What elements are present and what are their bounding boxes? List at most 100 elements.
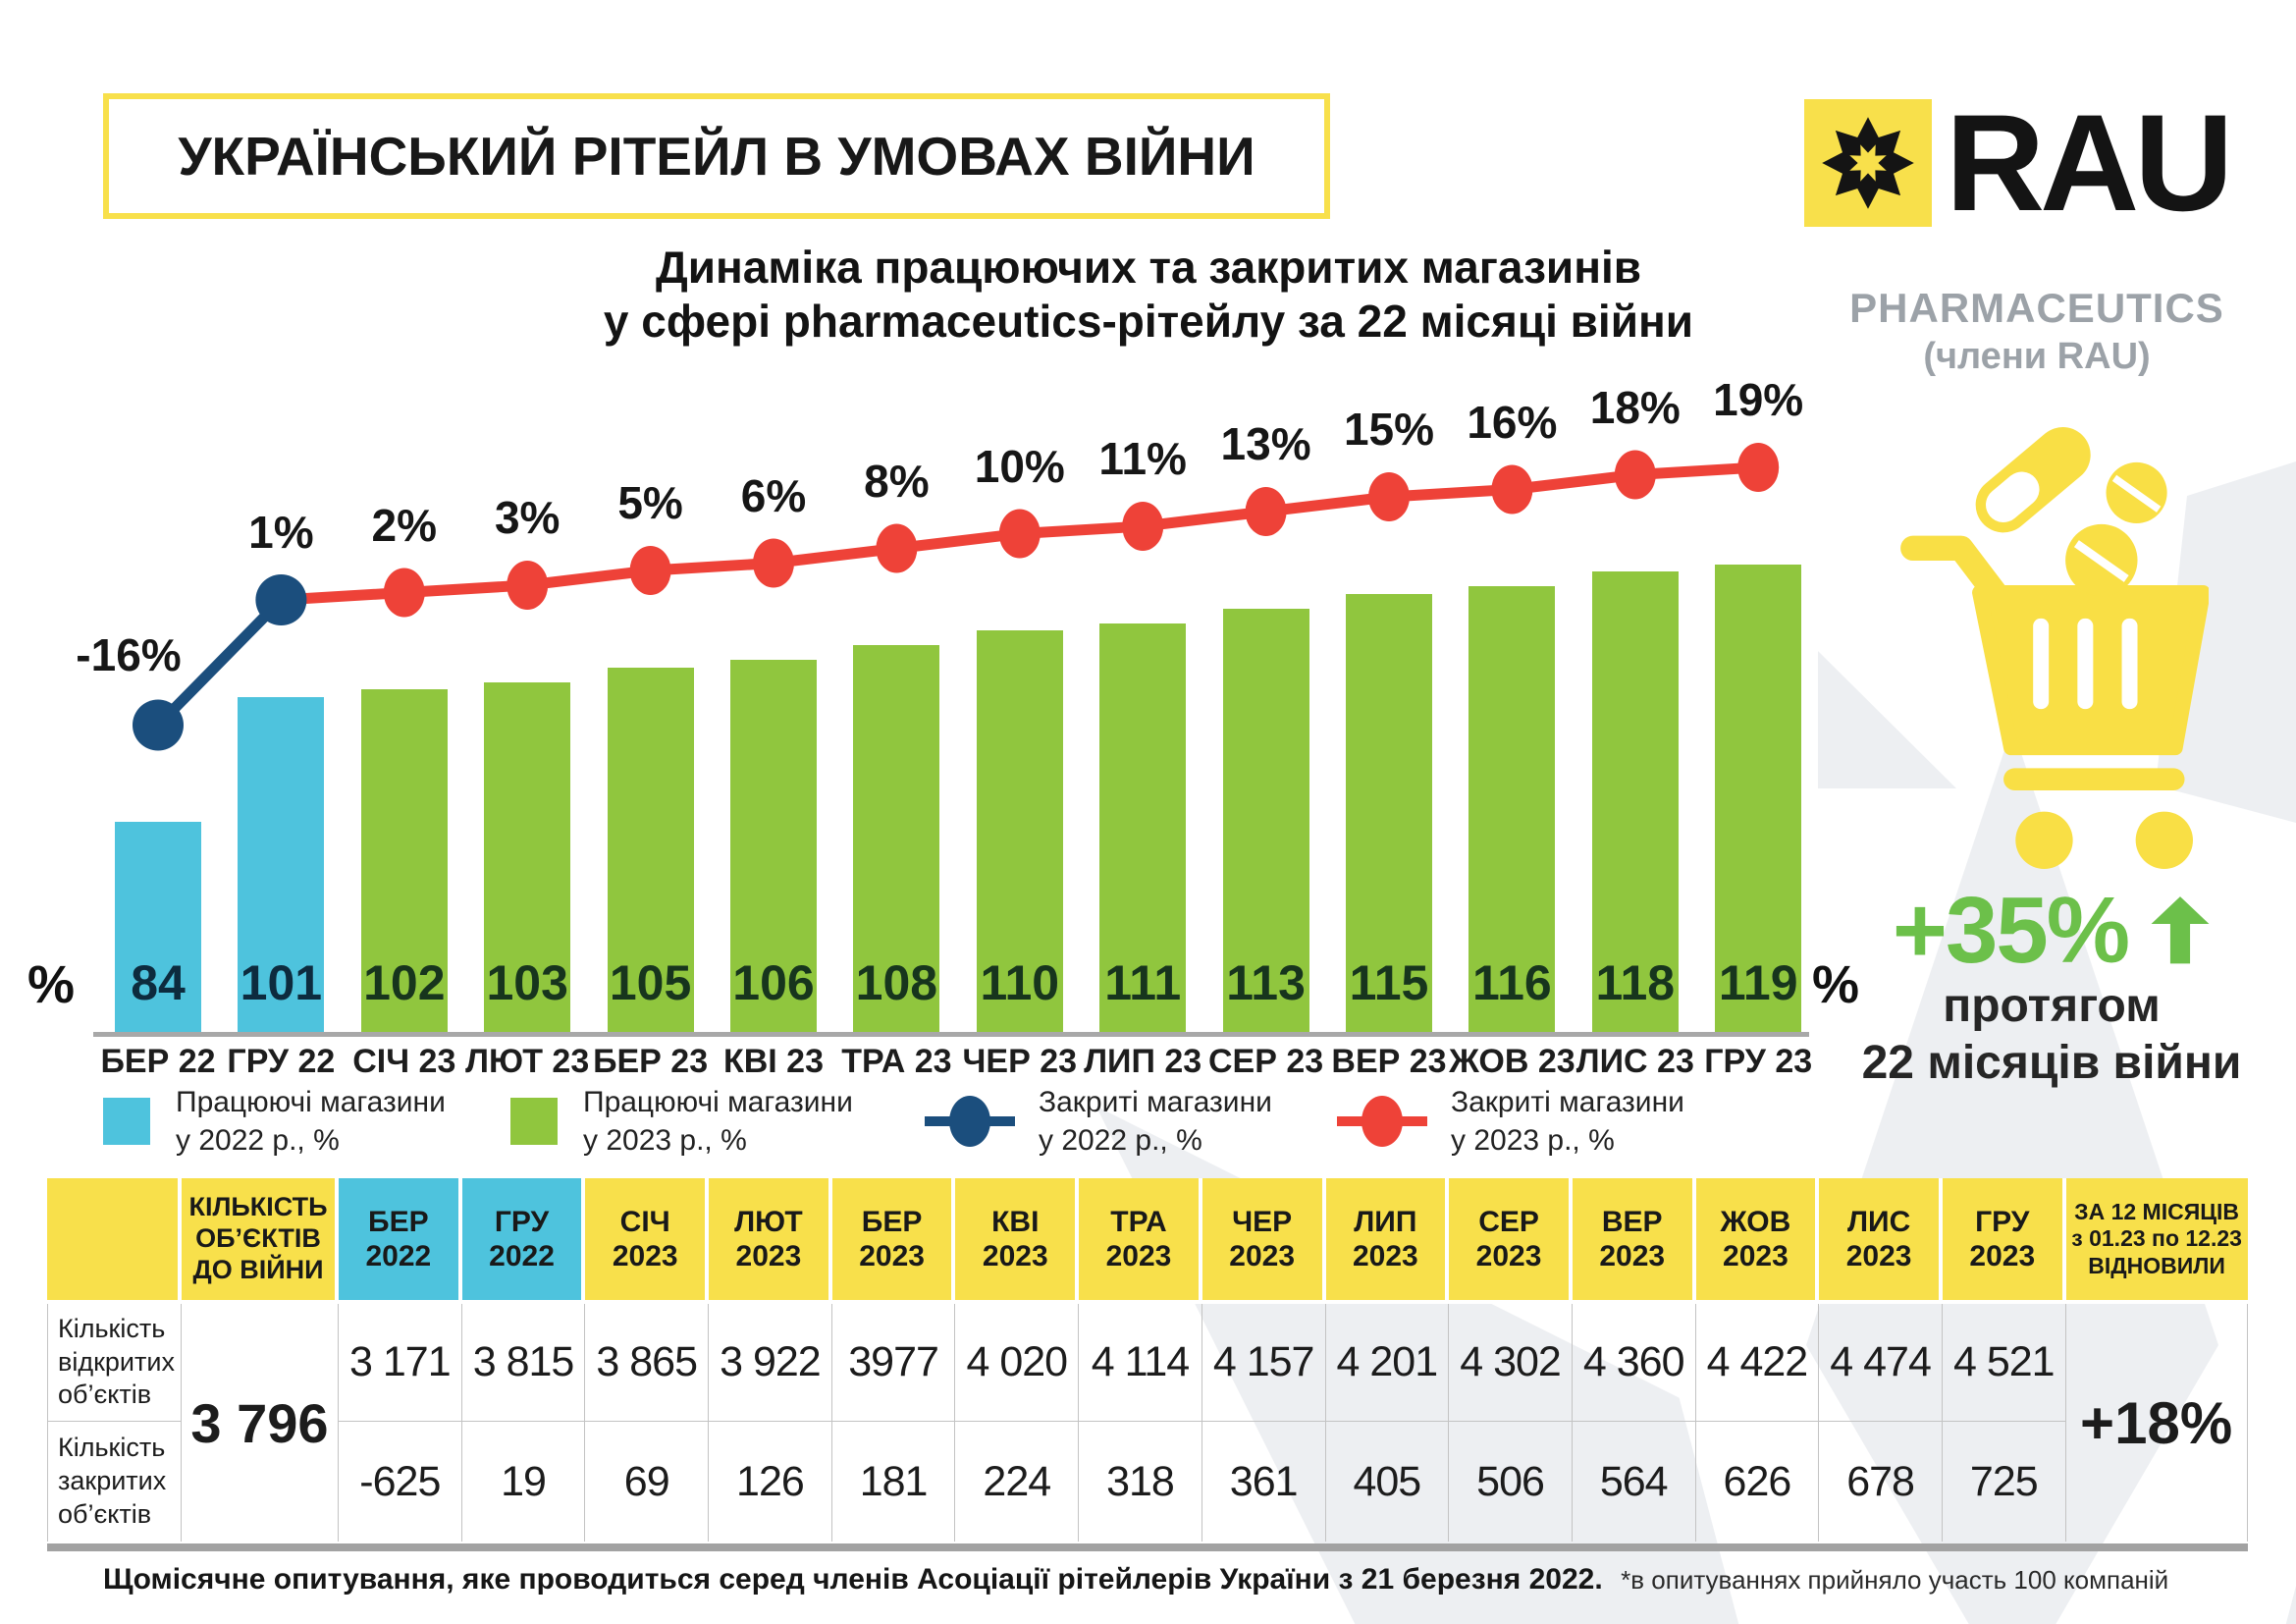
sector-line2: (члени RAU) (1923, 336, 2151, 377)
line-point (1737, 443, 1780, 492)
star-petal (1855, 173, 1881, 209)
recovered-header-cell: ЗА 12 МІСЯЦІВ з 01.23 по 12.23 ВІДНОВИЛИ (2065, 1178, 2248, 1304)
legend-label: Працюючі магазини у 2022 р., % (176, 1086, 446, 1157)
month-header-cell: ГРУ 2023 (1942, 1178, 2066, 1304)
bar-СЕР 23 (1222, 608, 1309, 1035)
line-point-label: 15% (1343, 404, 1435, 455)
line-point-label: 18% (1589, 381, 1681, 433)
x-axis-label: ЛИС 23 (1575, 1043, 1694, 1080)
line-point (255, 574, 307, 625)
x-axis-label: ЛИП 23 (1084, 1043, 1202, 1080)
growth-highlight: +35% (1826, 877, 2277, 985)
bar-value-label: 115 (1349, 955, 1429, 1010)
closed-value-cell: -625 (339, 1422, 462, 1542)
closed-value-cell: 181 (832, 1422, 956, 1542)
legend-label: Працюючі магазини у 2023 р., % (583, 1086, 853, 1157)
line-point-label: 19% (1713, 374, 1804, 425)
bar-ЖОВ 23 (1468, 586, 1556, 1035)
rau-logo: RAU (1804, 85, 2233, 240)
open-value-cell: 4 521 (1942, 1304, 2066, 1422)
x-axis-label: ВЕР 23 (1331, 1043, 1447, 1080)
bar-ТРА 23 (853, 645, 940, 1035)
bar-ЛИП 23 (1099, 623, 1187, 1035)
legend-line-marker-icon (1337, 1096, 1427, 1147)
prewar-value-cell: 3 796 (182, 1304, 339, 1542)
legend-item: Закриті магазини у 2023 р., % (1335, 1083, 1684, 1160)
footnote-main: Щомісячне опитування, яке проводиться се… (103, 1563, 1603, 1596)
bar-value-label: 102 (363, 955, 446, 1010)
open-value-cell: 4 157 (1201, 1304, 1326, 1422)
chart-legend: Працюючі магазини у 2022 р., % Працюючі ма… (0, 1083, 2296, 1162)
x-axis-label: СІЧ 23 (352, 1043, 456, 1080)
closed-value-cell: 69 (585, 1422, 710, 1542)
sector-line1: PHARMACEUTICS (1849, 285, 2224, 331)
bar-ЛИС 23 (1591, 571, 1679, 1035)
bar-value-label: 101 (240, 955, 323, 1010)
page-title: УКРАЇНСЬКИЙ РІТЕЙЛ В УМОВАХ ВІЙНИ (178, 126, 1255, 187)
star-petal (1878, 150, 1914, 176)
open-value-cell: 3 171 (339, 1304, 462, 1422)
bar-value-label: 113 (1226, 955, 1306, 1010)
legend-item: Закриті магазини у 2022 р., % (923, 1083, 1272, 1160)
star-petal (1822, 150, 1858, 176)
month-header-cell: БЕР 2022 (339, 1178, 462, 1304)
footnote: Щомісячне опитування, яке проводиться се… (103, 1563, 2263, 1597)
month-header-cell: ЛЮТ 2023 (709, 1178, 832, 1304)
line-point-label: -16% (76, 628, 182, 680)
star-petal (1835, 130, 1861, 156)
bar-ГРУ 23 (1715, 564, 1802, 1035)
bar-ГРУ 22 (238, 696, 325, 1035)
legend-label: Закриті магазини у 2023 р., % (1451, 1086, 1684, 1157)
bar-value-label: 105 (609, 955, 692, 1010)
table-corner-cell (47, 1178, 182, 1304)
bar-value-label: 111 (1104, 955, 1182, 1010)
legend-label: Закриті магазини у 2022 р., % (1039, 1086, 1272, 1157)
legend-item: Працюючі магазини у 2022 р., % (103, 1083, 446, 1160)
closed-value-cell: 725 (1943, 1422, 2066, 1542)
open-value-cell: 4 360 (1572, 1304, 1696, 1422)
line-point (1614, 450, 1656, 500)
closed-value-cell: 626 (1696, 1422, 1820, 1542)
bar-ЧЕР 23 (976, 630, 1063, 1035)
growth-value: +35% (1892, 878, 2130, 983)
closed-value-cell: 126 (709, 1422, 832, 1542)
bar-ВЕР 23 (1346, 593, 1432, 1035)
line-point (1368, 472, 1410, 521)
open-value-cell: 3 922 (709, 1304, 832, 1422)
line-point (507, 561, 549, 610)
x-axis-label: ЧЕР 23 (962, 1043, 1078, 1080)
open-value-cell: 4 474 (1819, 1304, 1943, 1422)
x-axis-line (93, 1032, 1809, 1037)
title-box: УКРАЇНСЬКИЙ РІТЕЙЛ В УМОВАХ ВІЙНИ (103, 93, 1330, 219)
open-value-cell: 3977 (831, 1304, 956, 1422)
open-value-cell: 4 114 (1079, 1304, 1202, 1422)
closed-value-cell: 361 (1202, 1422, 1326, 1542)
prewar-header-cell: КІЛЬКІСТЬ ОБ’ЄКТІВ ДО ВІЙНИ (182, 1178, 339, 1304)
bar-БЕР 22 (115, 822, 201, 1035)
y-axis-label-left: % (27, 955, 76, 1014)
legend-item: Працюючі магазини у 2023 р., % (510, 1083, 853, 1160)
x-axis-label: СЕР 23 (1208, 1043, 1324, 1080)
bar-ЛЮТ 23 (484, 681, 571, 1035)
x-axis-label: ТРА 23 (841, 1043, 952, 1080)
chart-title-line2: у сфері pharmaceutics-рітейлу за 22 міся… (603, 296, 1694, 348)
rau-logo-text: RAU (1946, 85, 2233, 240)
closed-value-cell: 678 (1819, 1422, 1943, 1542)
line-point (383, 568, 425, 618)
star-petal (1875, 130, 1901, 156)
closed-value-cell: 506 (1449, 1422, 1573, 1542)
growth-caption-line2: 22 місяців війни (1861, 1036, 2242, 1089)
open-value-cell: 4 020 (955, 1304, 1080, 1422)
bar-СІЧ 23 (360, 689, 448, 1035)
rau-star-icon (1804, 99, 1932, 227)
closed-value-cell: 564 (1573, 1422, 1696, 1542)
legend-swatch-icon (103, 1098, 150, 1145)
month-header-cell: СІЧ 2023 (585, 1178, 710, 1304)
month-header-cell: БЕР 2023 (831, 1178, 956, 1304)
line-point (1245, 487, 1287, 536)
line-point (1122, 502, 1164, 551)
month-header-cell: ВЕР 2023 (1572, 1178, 1696, 1304)
legend-line-marker-icon (925, 1096, 1015, 1147)
